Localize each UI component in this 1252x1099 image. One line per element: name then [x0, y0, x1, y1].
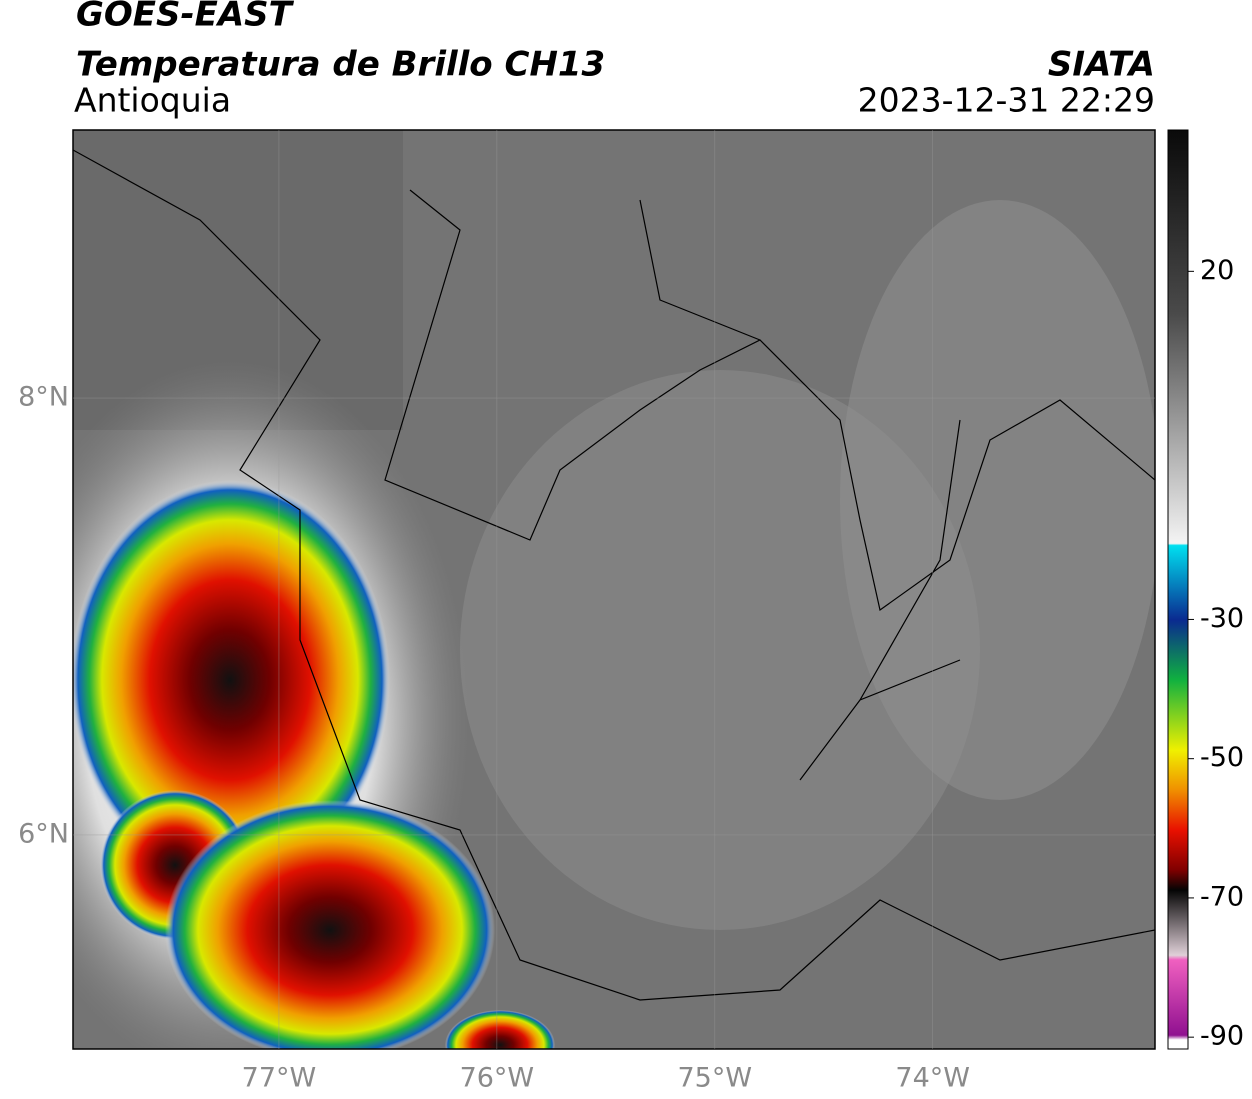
- y-tick-label: 8°N: [18, 382, 69, 413]
- subtitle: Temperatura de Brillo CH13: [76, 45, 605, 85]
- map-frame: [72, 129, 1156, 1050]
- colorbar-label: 20: [1200, 255, 1234, 286]
- x-tick-label: 77°W: [242, 1063, 317, 1094]
- colorbar-label: -90: [1200, 1021, 1244, 1052]
- colorbar-label: -50: [1200, 742, 1244, 773]
- y-tick-label: 6°N: [18, 818, 69, 849]
- title: GOES-EAST: [76, 0, 295, 35]
- satellite-image: [73, 130, 1155, 1049]
- colorbar-label: -70: [1200, 881, 1244, 912]
- region: Antioquia: [74, 81, 231, 120]
- colorbar: [1167, 129, 1189, 1050]
- datetime: 2023-12-31 22:29: [858, 81, 1155, 120]
- source: SIATA: [1048, 45, 1155, 85]
- colorbar-label: -30: [1200, 603, 1244, 634]
- x-tick-label: 74°W: [895, 1063, 970, 1094]
- x-tick-label: 76°W: [460, 1063, 535, 1094]
- x-tick-label: 75°W: [678, 1063, 753, 1094]
